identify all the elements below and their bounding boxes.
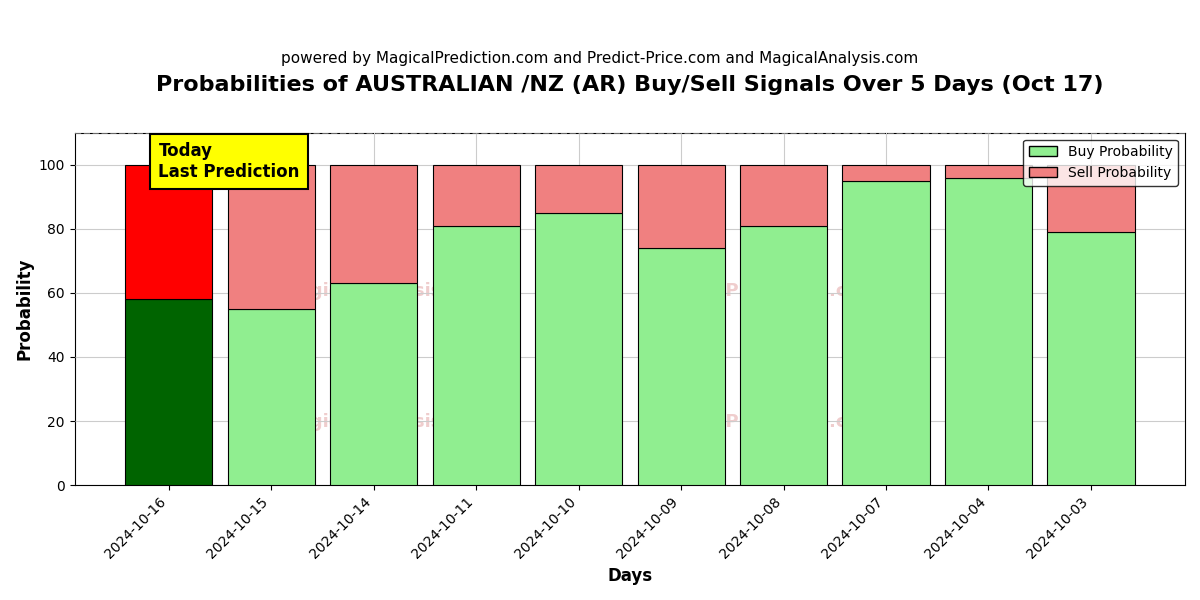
Bar <box>228 309 314 485</box>
Bar <box>535 213 622 485</box>
Bar <box>842 165 930 181</box>
Bar <box>842 181 930 485</box>
Text: MagicalAnalysis.com: MagicalAnalysis.com <box>281 413 491 431</box>
Bar <box>637 165 725 248</box>
Bar <box>535 165 622 213</box>
Bar <box>432 226 520 485</box>
Bar <box>125 299 212 485</box>
Bar <box>330 165 418 283</box>
Bar <box>637 248 725 485</box>
X-axis label: Days: Days <box>607 567 653 585</box>
Text: MagicalAnalysis.com: MagicalAnalysis.com <box>281 282 491 300</box>
Bar <box>944 178 1032 485</box>
Bar <box>1048 232 1134 485</box>
Text: powered by MagicalPrediction.com and Predict-Price.com and MagicalAnalysis.com: powered by MagicalPrediction.com and Pre… <box>281 51 919 66</box>
Text: Today
Last Prediction: Today Last Prediction <box>158 142 300 181</box>
Bar <box>228 165 314 309</box>
Text: MagicalPrediction.com: MagicalPrediction.com <box>648 413 878 431</box>
Bar <box>1048 165 1134 232</box>
Bar <box>125 165 212 299</box>
Legend: Buy Probability, Sell Probability: Buy Probability, Sell Probability <box>1024 140 1178 185</box>
Title: Probabilities of AUSTRALIAN /NZ (AR) Buy/Sell Signals Over 5 Days (Oct 17): Probabilities of AUSTRALIAN /NZ (AR) Buy… <box>156 75 1104 95</box>
Bar <box>740 226 827 485</box>
Bar <box>740 165 827 226</box>
Bar <box>432 165 520 226</box>
Bar <box>330 283 418 485</box>
Text: MagicalPrediction.com: MagicalPrediction.com <box>648 282 878 300</box>
Y-axis label: Probability: Probability <box>16 257 34 360</box>
Bar <box>944 165 1032 178</box>
